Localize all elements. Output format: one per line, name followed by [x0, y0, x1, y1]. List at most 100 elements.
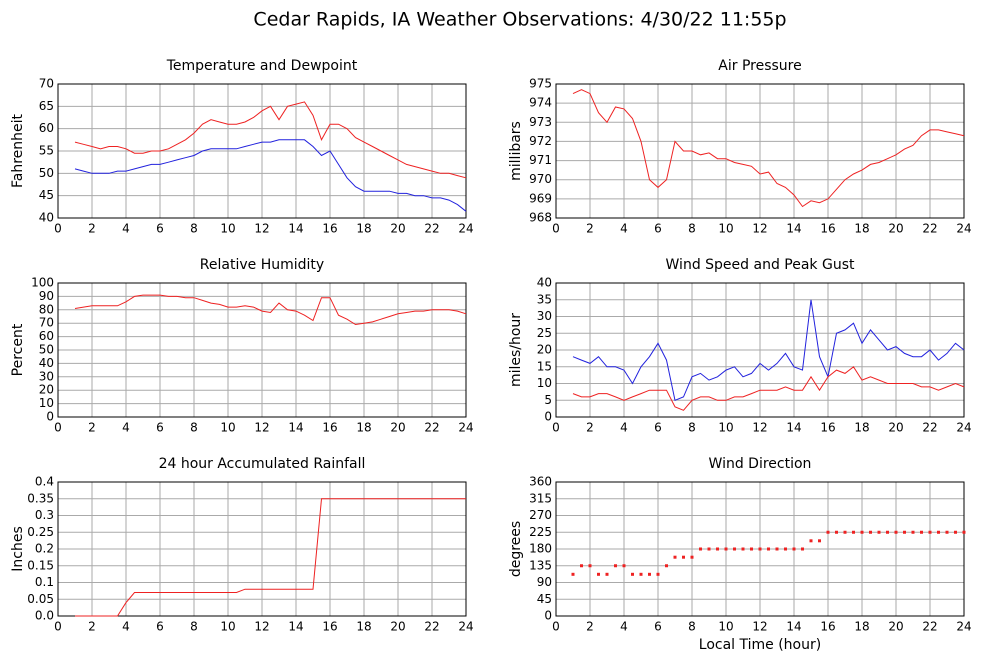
- chart-title: Wind Speed and Peak Gust: [666, 257, 855, 273]
- y-tick-label: 50: [39, 166, 54, 180]
- data-point: [767, 547, 770, 551]
- y-tick-label: 90: [537, 575, 552, 589]
- y-tick-label: 35: [537, 292, 552, 306]
- x-tick-label: 16: [820, 421, 835, 435]
- data-point: [886, 530, 889, 534]
- y-tick-label: 968: [529, 211, 552, 225]
- y-tick-label: 5: [544, 393, 552, 407]
- x-tick-label: 18: [854, 421, 869, 435]
- data-point: [920, 530, 923, 534]
- data-point: [733, 547, 736, 551]
- plot-frame: [57, 481, 467, 617]
- y-tick-label: 315: [529, 491, 552, 505]
- x-tick-label: 24: [956, 620, 971, 634]
- data-line: [572, 89, 965, 208]
- x-tick-label: 10: [718, 421, 733, 435]
- data-point: [648, 572, 651, 576]
- y-tick-label: 0: [544, 410, 552, 424]
- x-tick-label: 16: [322, 620, 337, 634]
- plot-frame: [57, 83, 467, 219]
- x-tick-label: 10: [718, 222, 733, 236]
- y-tick-label: 972: [529, 134, 552, 148]
- chart-title: Wind Direction: [709, 456, 812, 472]
- y-tick-label: 0.2: [35, 542, 54, 556]
- y-tick-label: 30: [39, 369, 54, 383]
- data-point: [894, 530, 898, 534]
- x-tick-label: 2: [586, 620, 594, 634]
- data-point: [665, 564, 668, 568]
- y-tick-label: 25: [537, 326, 552, 340]
- chart-title: Air Pressure: [718, 58, 801, 74]
- y-tick-label: 45: [39, 188, 54, 202]
- x-tick-label: 20: [390, 620, 405, 634]
- x-tick-label: 6: [156, 222, 164, 236]
- data-point: [860, 530, 864, 534]
- plot-frame: [555, 83, 965, 219]
- data-point: [818, 539, 821, 543]
- data-point: [656, 572, 660, 576]
- data-point: [750, 547, 753, 551]
- y-tick-label: 10: [537, 376, 552, 390]
- y-tick-label: 20: [537, 343, 552, 357]
- y-tick-label: 40: [39, 356, 54, 370]
- data-point: [639, 572, 643, 576]
- data-point: [962, 530, 966, 534]
- x-tick-label: 20: [390, 222, 405, 236]
- y-tick-label: 969: [529, 191, 552, 205]
- x-tick-label: 0: [552, 222, 560, 236]
- y-axis-label: Inches: [10, 526, 26, 571]
- data-line: [74, 139, 467, 212]
- data-line: [75, 498, 466, 617]
- x-tick-label: 0: [54, 222, 62, 236]
- x-tick-label: 6: [654, 222, 662, 236]
- plot-frame: [555, 481, 965, 617]
- x-tick-label: 22: [922, 421, 937, 435]
- data-point: [622, 564, 626, 568]
- y-tick-label: 40: [537, 276, 552, 290]
- data-point: [928, 530, 932, 534]
- y-tick-label: 0.4: [35, 475, 54, 489]
- y-tick-label: 15: [537, 359, 552, 373]
- x-tick-label: 4: [620, 421, 628, 435]
- data-point: [690, 555, 694, 559]
- x-tick-label: 18: [854, 222, 869, 236]
- y-tick-label: 80: [39, 302, 54, 316]
- data-point: [571, 572, 575, 576]
- x-tick-label: 20: [888, 222, 903, 236]
- data-point: [724, 547, 728, 551]
- x-tick-label: 14: [786, 620, 801, 634]
- y-tick-label: 974: [529, 96, 552, 110]
- x-tick-label: 4: [620, 620, 628, 634]
- x-tick-label: 8: [688, 222, 696, 236]
- data-point: [758, 547, 762, 551]
- data-point: [673, 555, 677, 559]
- y-tick-label: 70: [39, 316, 54, 330]
- x-tick-label: 4: [122, 222, 130, 236]
- y-tick-label: 0.0: [35, 609, 54, 623]
- y-axis-label: miles/hour: [508, 313, 524, 387]
- x-tick-label: 0: [54, 620, 62, 634]
- x-tick-label: 18: [356, 620, 371, 634]
- x-tick-label: 16: [820, 222, 835, 236]
- x-tick-label: 12: [752, 421, 767, 435]
- data-point: [801, 547, 804, 551]
- y-tick-label: 0.1: [35, 575, 54, 589]
- x-tick-label: 22: [424, 222, 439, 236]
- page-title: Cedar Rapids, IA Weather Observations: 4…: [253, 9, 786, 31]
- y-tick-label: 100: [31, 276, 54, 290]
- y-tick-label: 0.25: [27, 525, 54, 539]
- y-axis-label: Fahrenheit: [10, 113, 26, 188]
- data-point: [937, 530, 940, 534]
- plot-frame: [57, 282, 467, 418]
- x-tick-label: 4: [122, 620, 130, 634]
- x-tick-label: 10: [718, 620, 733, 634]
- data-point: [911, 530, 915, 534]
- data-line: [74, 101, 467, 179]
- x-tick-label: 24: [458, 421, 473, 435]
- data-point: [809, 539, 813, 543]
- x-tick-label: 10: [220, 620, 235, 634]
- x-tick-label: 2: [88, 620, 96, 634]
- x-tick-label: 22: [922, 222, 937, 236]
- x-tick-label: 8: [688, 421, 696, 435]
